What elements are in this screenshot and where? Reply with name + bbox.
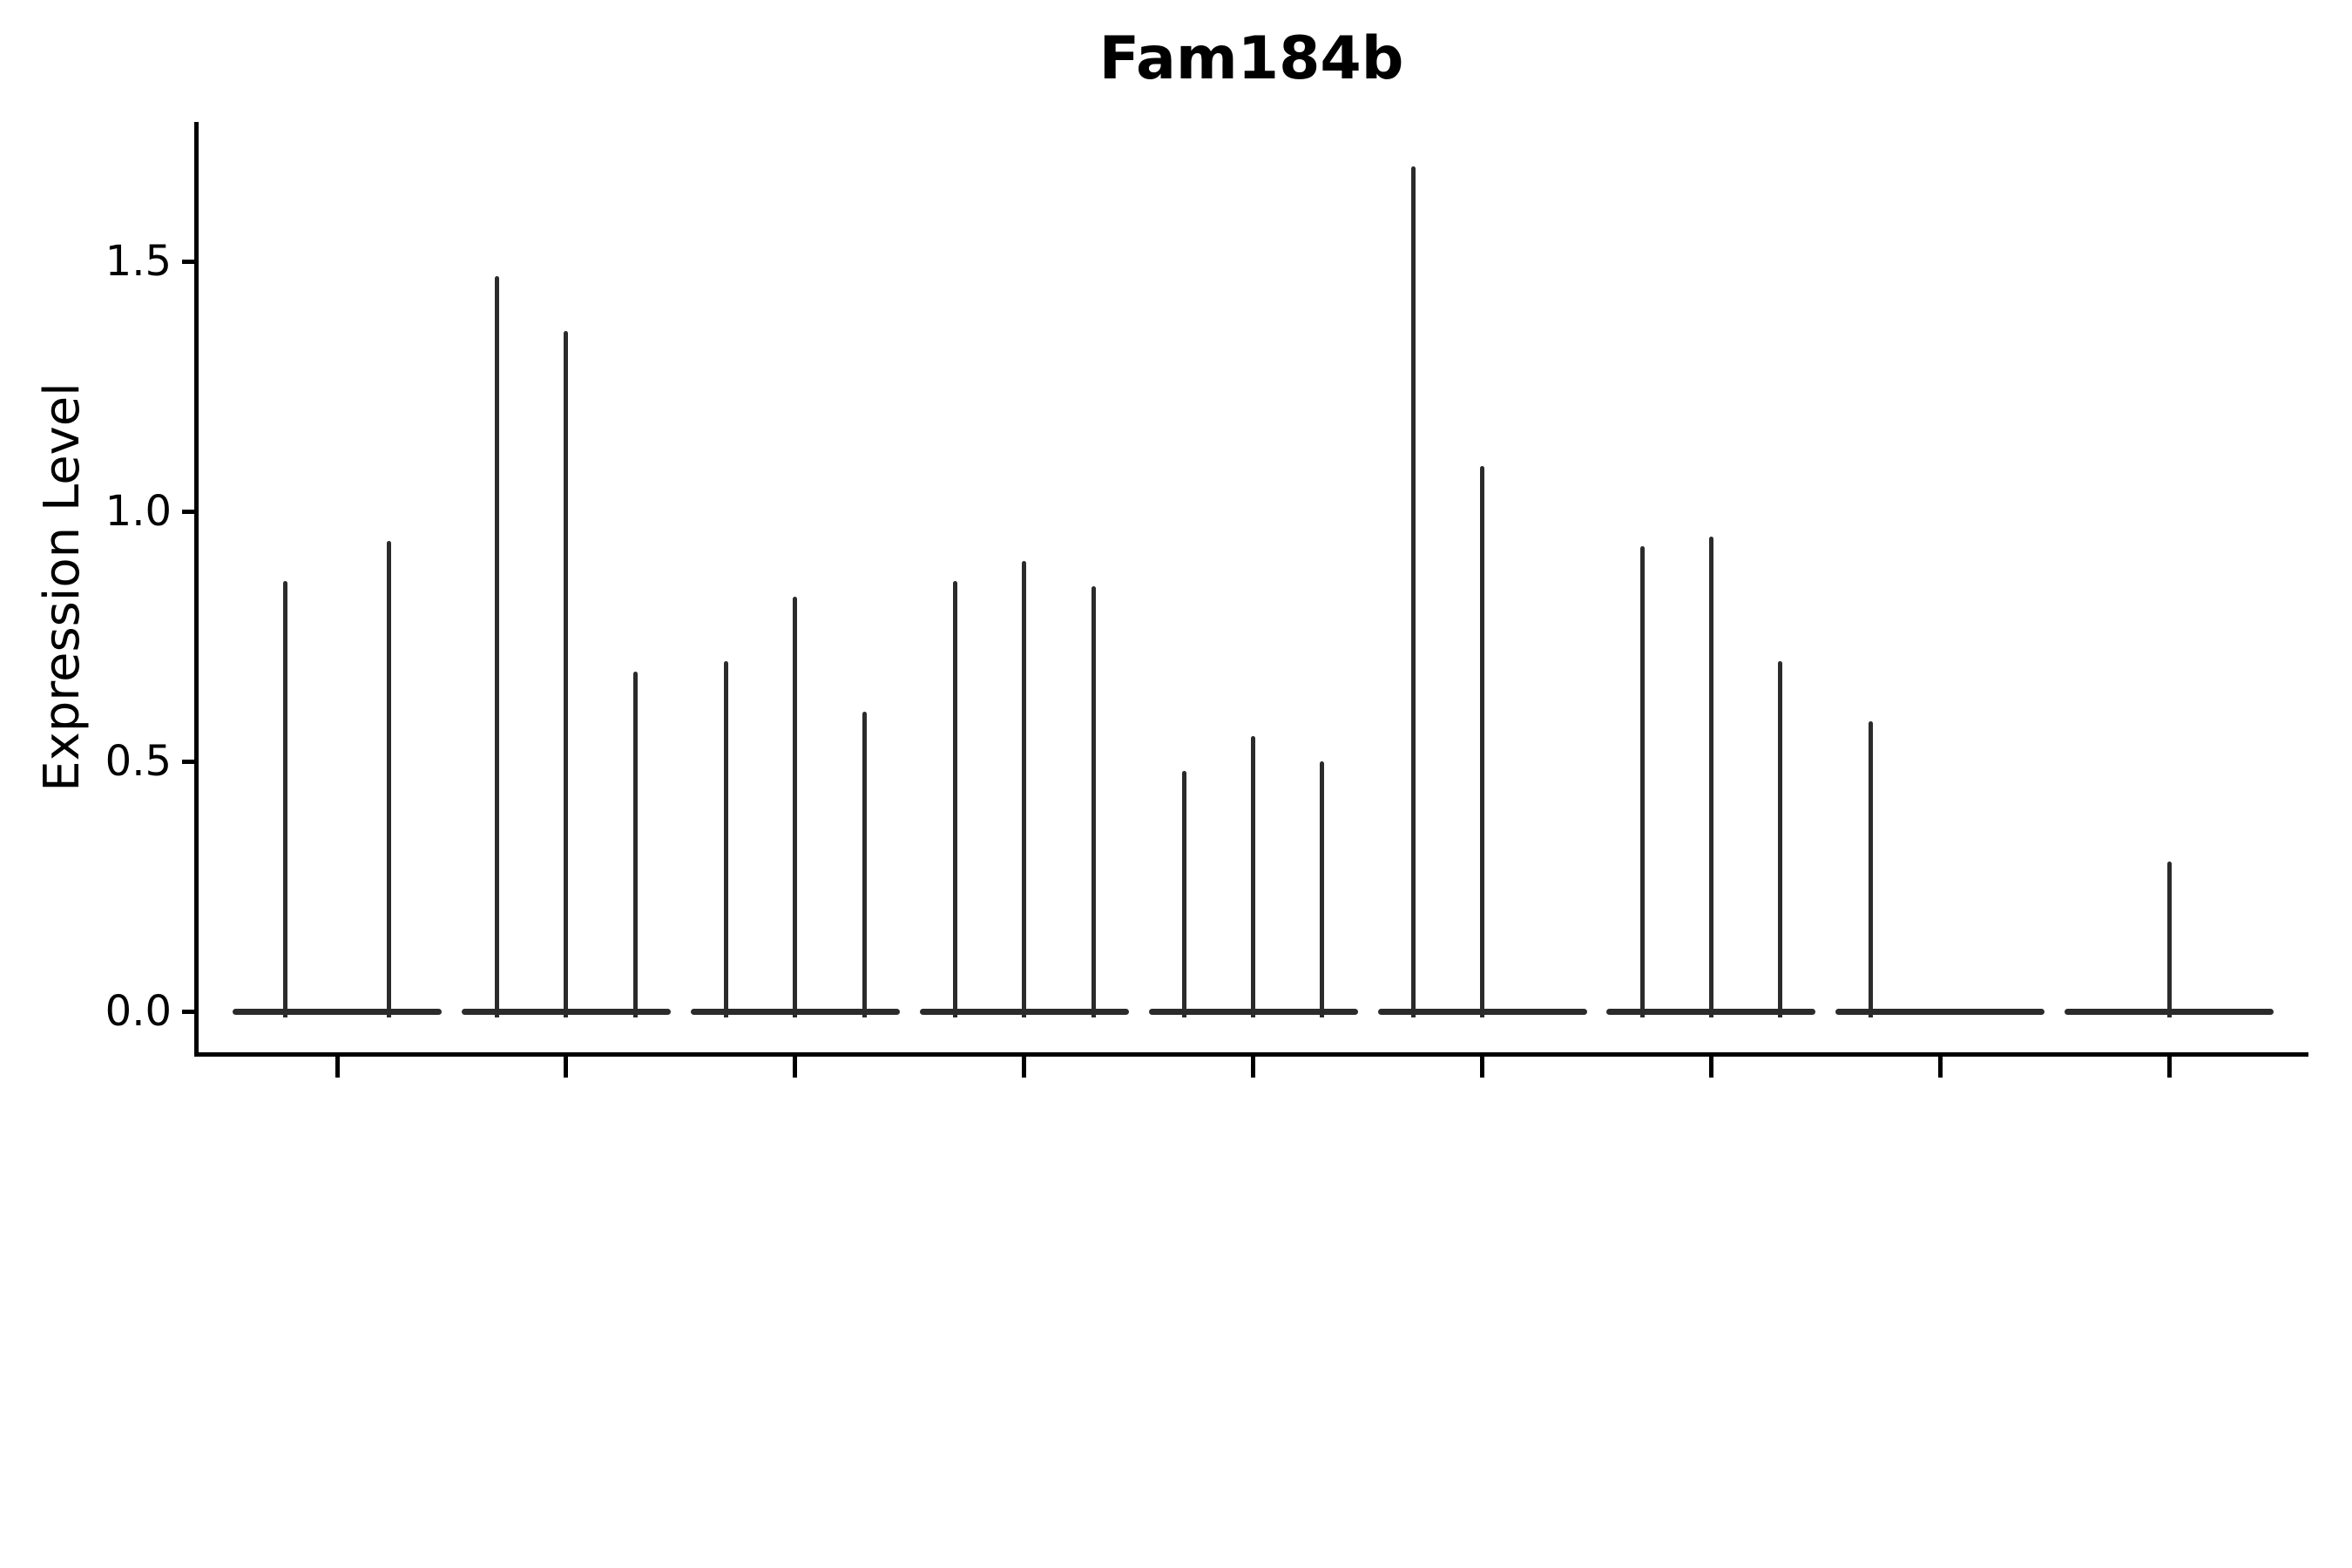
violin-spike <box>1320 761 1325 1017</box>
violin-base <box>233 1008 442 1015</box>
violin-spike <box>1708 536 1713 1017</box>
x-axis-spine <box>194 1052 2308 1057</box>
violin-base <box>1835 1008 2045 1015</box>
x-tick-mark <box>1022 1057 1027 1078</box>
y-tick-mark <box>182 759 194 764</box>
violin-spike <box>564 331 569 1017</box>
y-axis-spine <box>194 122 199 1057</box>
violin-spike <box>283 581 287 1017</box>
x-tick-mark <box>1251 1057 1256 1078</box>
violin-spike <box>862 711 867 1017</box>
violin-spike <box>495 276 500 1017</box>
x-tick-mark <box>335 1057 340 1078</box>
y-tick-mark <box>182 259 194 264</box>
violin-spike <box>1091 586 1096 1017</box>
violin-spike <box>1639 546 1645 1017</box>
x-tick-mark <box>1480 1057 1484 1078</box>
y-tick-mark <box>182 509 194 514</box>
x-tick-mark <box>564 1057 569 1078</box>
violin-spike <box>632 671 638 1017</box>
violin-spike <box>793 596 798 1017</box>
y-tick-mark <box>182 1009 194 1014</box>
y-axis-label: Expression Level <box>34 382 91 792</box>
x-tick-mark <box>1937 1057 1943 1078</box>
violin-spike <box>387 541 391 1017</box>
x-tick-mark <box>1708 1057 1713 1078</box>
y-tick-label: 0.5 <box>105 737 172 786</box>
violin-spike <box>723 661 728 1017</box>
violin-spike <box>2166 861 2172 1017</box>
violin-spike <box>1869 721 1874 1017</box>
violin-spike <box>1181 771 1186 1017</box>
chart-title: Fam184b <box>1098 24 1404 93</box>
y-tick-label: 1.5 <box>105 237 172 286</box>
violin-spike <box>952 581 957 1017</box>
y-tick-label: 1.0 <box>105 487 172 536</box>
violin-spike <box>1778 661 1783 1017</box>
x-tick-mark <box>793 1057 798 1078</box>
x-tick-mark <box>2166 1057 2172 1078</box>
violin-spike <box>1480 466 1484 1017</box>
violin-spike <box>1410 166 1416 1017</box>
y-tick-label: 0.0 <box>105 987 172 1036</box>
violin-spike <box>1251 736 1256 1017</box>
violin-spike <box>1022 561 1027 1017</box>
